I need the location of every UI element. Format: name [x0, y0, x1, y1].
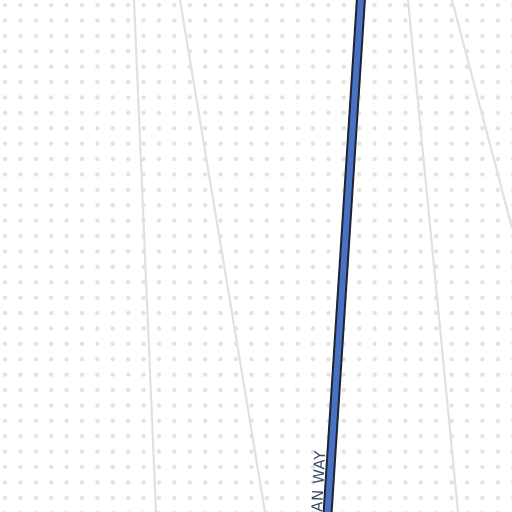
minor-streets-layer — [132, 0, 512, 512]
minor-street-line[interactable] — [450, 0, 512, 229]
minor-street-line[interactable] — [406, 0, 460, 512]
minor-street-line[interactable] — [178, 0, 267, 512]
street-name-label: AN WAY — [308, 449, 329, 512]
highlighted-route[interactable] — [322, 0, 366, 512]
route-line[interactable] — [324, 0, 364, 512]
minor-street-line[interactable] — [132, 0, 158, 512]
